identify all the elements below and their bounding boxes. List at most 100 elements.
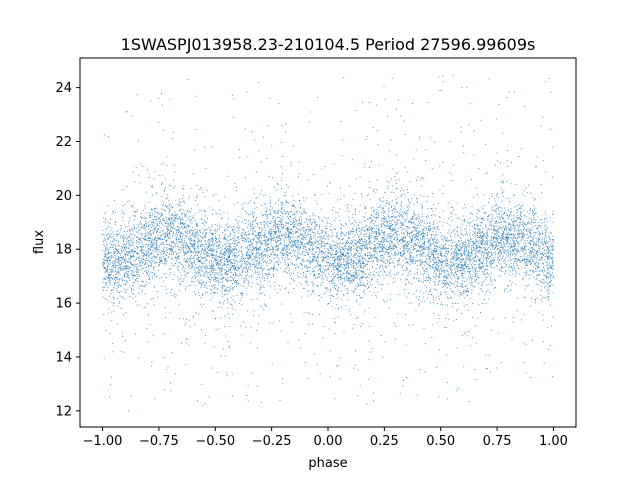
- data-point: [369, 237, 371, 239]
- data-point: [382, 299, 384, 301]
- data-point: [137, 140, 140, 142]
- data-point: [494, 222, 496, 224]
- data-point: [191, 277, 193, 279]
- data-point: [137, 224, 139, 226]
- data-point: [325, 238, 327, 240]
- data-point: [229, 233, 231, 235]
- data-point: [125, 272, 127, 274]
- data-point: [126, 186, 128, 188]
- data-point: [498, 212, 501, 214]
- data-point: [336, 247, 339, 249]
- data-point: [478, 251, 480, 253]
- data-point: [498, 275, 500, 277]
- data-point: [466, 250, 468, 252]
- data-point: [551, 325, 553, 327]
- data-point: [315, 200, 317, 202]
- data-point: [435, 275, 438, 277]
- data-point: [160, 184, 162, 186]
- data-point: [432, 228, 434, 230]
- data-point: [212, 255, 214, 257]
- data-point: [482, 251, 484, 254]
- data-point: [442, 210, 444, 212]
- data-point: [461, 291, 463, 293]
- data-point: [370, 160, 373, 162]
- data-point: [122, 239, 125, 241]
- data-point: [516, 252, 518, 254]
- data-point: [335, 273, 337, 276]
- data-point: [297, 176, 299, 178]
- data-point: [254, 220, 256, 222]
- data-point: [203, 284, 206, 286]
- data-point: [442, 81, 444, 83]
- data-point: [532, 221, 534, 224]
- data-point: [297, 271, 299, 274]
- data-point: [508, 201, 511, 203]
- data-point: [393, 278, 395, 280]
- data-point: [523, 209, 525, 212]
- data-point: [116, 298, 118, 300]
- data-point: [496, 152, 498, 154]
- data-point: [488, 225, 490, 227]
- data-point: [194, 261, 196, 263]
- data-point: [166, 243, 168, 246]
- data-point: [162, 253, 164, 255]
- data-point: [159, 225, 161, 227]
- data-point: [317, 254, 320, 256]
- data-point: [220, 226, 222, 228]
- data-point: [399, 214, 402, 216]
- data-point: [308, 111, 310, 113]
- data-point: [476, 215, 478, 217]
- data-point: [406, 234, 408, 237]
- data-point: [260, 227, 262, 229]
- data-point: [507, 243, 509, 245]
- data-point: [340, 242, 342, 244]
- data-point: [237, 263, 239, 265]
- data-point: [341, 139, 343, 141]
- data-point: [469, 232, 471, 234]
- data-point: [372, 210, 374, 212]
- data-point: [179, 246, 181, 249]
- data-point: [437, 295, 440, 297]
- data-point: [376, 233, 378, 235]
- data-point: [479, 231, 481, 233]
- data-point: [510, 219, 513, 221]
- data-point: [318, 228, 320, 230]
- data-point: [116, 252, 118, 255]
- data-point: [134, 181, 136, 183]
- data-point: [355, 214, 357, 216]
- data-point: [285, 225, 287, 227]
- data-point: [315, 251, 317, 253]
- data-point: [525, 343, 527, 345]
- data-point: [269, 196, 271, 198]
- data-point: [112, 240, 114, 242]
- data-point: [425, 277, 427, 279]
- data-point: [168, 184, 170, 187]
- data-point: [184, 215, 187, 217]
- data-point: [245, 237, 247, 239]
- data-point: [357, 395, 359, 397]
- data-point: [389, 293, 391, 295]
- data-point: [235, 274, 237, 276]
- data-point: [232, 116, 234, 118]
- data-point: [521, 266, 523, 268]
- data-point: [172, 253, 174, 255]
- data-point: [478, 264, 480, 266]
- data-point: [543, 269, 545, 271]
- data-point: [239, 302, 241, 305]
- data-point: [537, 264, 539, 266]
- data-point: [422, 276, 424, 278]
- data-point: [343, 295, 345, 297]
- data-point: [239, 266, 242, 268]
- data-point: [523, 254, 525, 256]
- data-point: [544, 217, 546, 220]
- data-point: [229, 303, 231, 305]
- data-point: [217, 280, 219, 282]
- data-point: [341, 242, 343, 244]
- data-point: [246, 263, 249, 265]
- data-point: [499, 254, 501, 256]
- data-point: [537, 256, 539, 259]
- data-point: [257, 223, 259, 225]
- data-point: [144, 259, 146, 261]
- data-point: [419, 368, 421, 371]
- data-point: [549, 344, 551, 346]
